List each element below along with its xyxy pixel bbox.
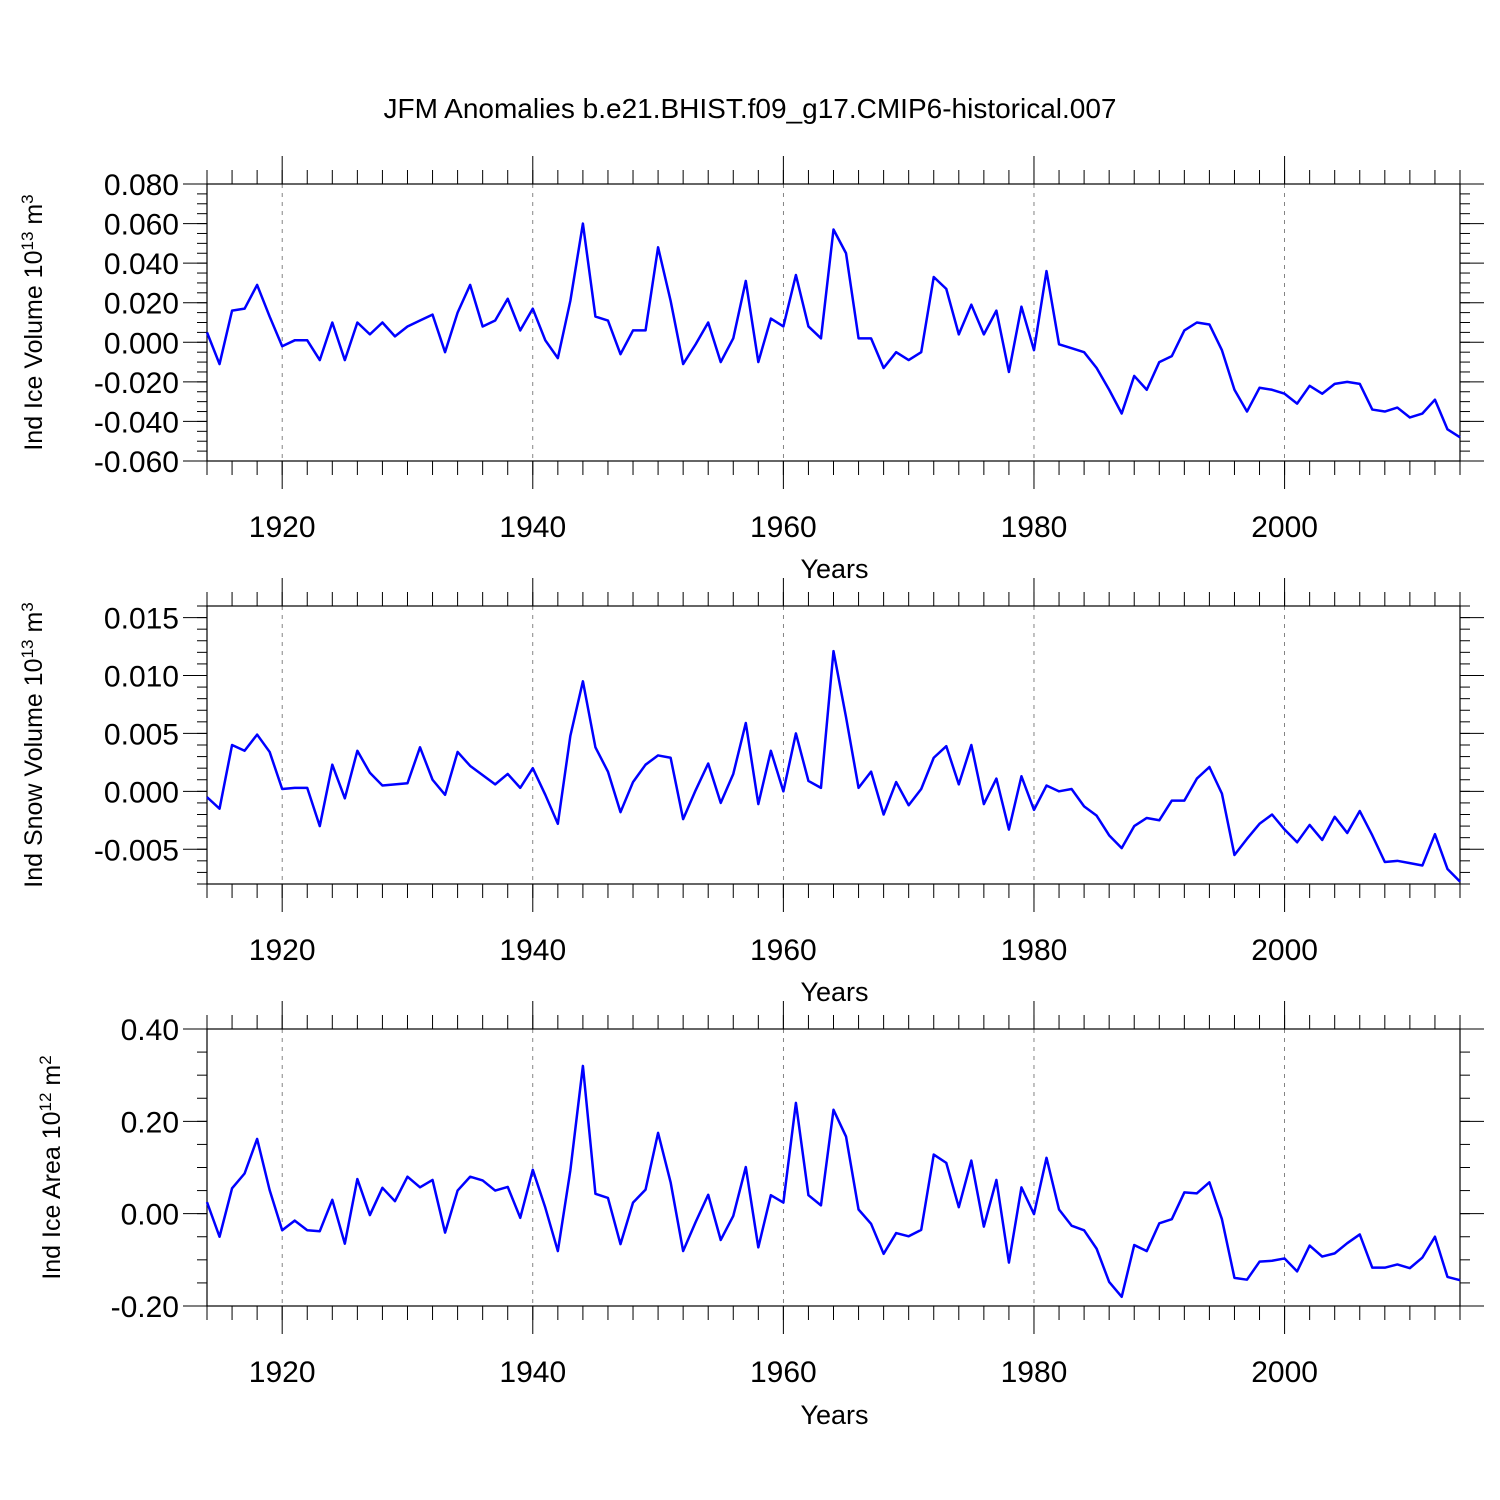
y-tick-label: -0.060 <box>94 446 179 479</box>
y-tick-label: 0.20 <box>121 1106 179 1139</box>
y-tick-label: 0.080 <box>104 169 179 202</box>
x-tick-label: 1960 <box>750 934 817 967</box>
y-tick-label: 0.060 <box>104 209 179 242</box>
y-tick-label: 0.000 <box>104 327 179 360</box>
figure-title: JFM Anomalies b.e21.BHIST.f09_g17.CMIP6-… <box>383 93 1116 124</box>
y-tick-label: -0.020 <box>94 367 179 400</box>
y-axis-title: Ind Ice Area 1012 m2 <box>36 1055 67 1279</box>
x-axis-title: Years <box>800 977 868 1007</box>
y-tick-label: 0.015 <box>104 603 179 636</box>
y-tick-label: 0.040 <box>104 248 179 281</box>
plot-frame <box>206 183 1461 462</box>
y-tick-label: -0.20 <box>111 1291 179 1324</box>
y-axis-title: Ind Snow Volume 1013 m3 <box>18 602 49 888</box>
x-tick-label: 2000 <box>1251 1356 1318 1389</box>
x-tick-label: 1920 <box>249 511 316 544</box>
y-tick-label: 0.00 <box>121 1199 179 1232</box>
y-tick-label: 0.020 <box>104 288 179 321</box>
y-tick-label: -0.040 <box>94 406 179 439</box>
series-line <box>205 222 1461 439</box>
y-tick-label: -0.005 <box>94 834 179 867</box>
x-axis-title: Years <box>800 1400 868 1430</box>
x-tick-label: 2000 <box>1251 934 1318 967</box>
x-tick-label: 1980 <box>1001 511 1068 544</box>
y-tick-label: 0.40 <box>121 1014 179 1047</box>
y-tick-label: 0.005 <box>104 718 179 751</box>
x-tick-label: 1960 <box>750 511 817 544</box>
y-tick-label: 0.000 <box>104 776 179 809</box>
plot-frame <box>206 1028 1461 1307</box>
y-tick-label: 0.010 <box>104 661 179 694</box>
x-tick-label: 1960 <box>750 1356 817 1389</box>
x-tick-label: 1920 <box>249 934 316 967</box>
panel-1: -0.060 -0.040 -0.020 0.000 0.020 0.040 0.060 0.… <box>18 156 1484 584</box>
plot-frame <box>206 605 1461 885</box>
panel-3: -0.20 0.00 0.20 0.40 1920 1940 1960 1980 2000 Yea… <box>36 1001 1484 1430</box>
series-line <box>206 649 1461 883</box>
x-tick-label: 2000 <box>1251 511 1318 544</box>
x-tick-label: 1920 <box>249 1356 316 1389</box>
series-line <box>205 1064 1461 1299</box>
x-tick-label: 1980 <box>1001 1356 1068 1389</box>
x-tick-label: 1940 <box>499 1356 566 1389</box>
x-axis-title: Years <box>800 554 868 584</box>
x-tick-label: 1940 <box>499 511 566 544</box>
panel-2: -0.005 0.000 0.005 0.010 0.015 1920 1940 1960 19… <box>18 578 1484 1007</box>
x-tick-label: 1940 <box>499 934 566 967</box>
x-tick-label: 1980 <box>1001 934 1068 967</box>
y-axis-title: Ind Ice Volume 1013 m3 <box>18 194 49 450</box>
